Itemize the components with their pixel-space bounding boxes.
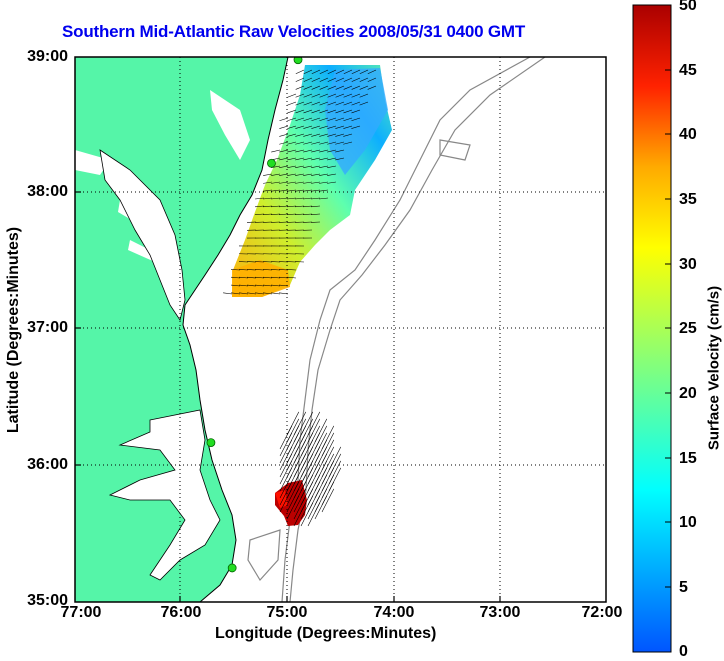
velocity-arrow (308, 503, 320, 526)
velocity-arrow (279, 126, 288, 129)
radar-station-marker (228, 564, 236, 572)
velocity-arrow (280, 440, 292, 463)
y-axis-label: Latitude (Degrees:Minutes) (5, 227, 23, 433)
x-tick-label: 72:00 (572, 604, 632, 622)
x-axis-label: Longitude (Degrees:Minutes) (215, 625, 436, 643)
velocity-arrow (271, 293, 280, 294)
velocity-arrow (279, 118, 288, 121)
colorbar-tick-label: 45 (679, 62, 697, 80)
colorbar-tick-label: 40 (679, 126, 697, 144)
colorbar-tick-label: 0 (679, 643, 688, 661)
velocity-arrow (288, 102, 296, 105)
velocity-arrow (296, 70, 304, 74)
velocity-arrow (223, 293, 232, 294)
velocity-arrow (322, 489, 334, 512)
x-tick-label: 76:00 (151, 604, 211, 622)
colorbar-tick-label: 35 (679, 191, 697, 209)
colorbar-tick-label: 30 (679, 256, 697, 274)
velocity-arrow (280, 454, 292, 477)
velocity-arrow (280, 433, 292, 456)
colorbar-tick-label: 50 (679, 0, 697, 15)
x-tick-label: 73:00 (470, 604, 530, 622)
velocity-arrow (280, 426, 292, 449)
velocity-arrow (280, 447, 292, 470)
velocity-arrow (288, 94, 296, 97)
colorbar-tick-label: 25 (679, 320, 697, 338)
velocity-arrow (308, 496, 320, 519)
colorbar-tick-label: 15 (679, 450, 697, 468)
colorbar-tick-label: 10 (679, 514, 697, 532)
land-mass (75, 57, 288, 602)
velocity-arrow (280, 461, 292, 484)
x-tick-label: 75:00 (257, 604, 317, 622)
radar-station-marker (267, 159, 275, 167)
y-tick-label: 38:00 (6, 183, 68, 201)
south-velocity-field (275, 412, 341, 526)
x-tick-label: 77:00 (51, 604, 111, 622)
velocity-arrow (271, 150, 280, 152)
velocity-arrow (315, 496, 327, 519)
y-tick-label: 39:00 (6, 48, 68, 66)
radar-station-marker (207, 439, 215, 447)
y-tick-label: 36:00 (6, 456, 68, 474)
x-tick-label: 74:00 (364, 604, 424, 622)
colorbar-tick-label: 20 (679, 385, 697, 403)
colorbar-tick-label: 5 (679, 579, 688, 597)
colorbar-label: Surface Velocity (cm/s) (706, 286, 723, 450)
